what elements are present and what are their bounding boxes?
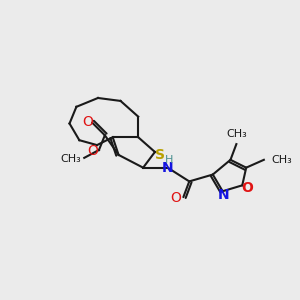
Text: O: O xyxy=(170,191,181,205)
Text: CH₃: CH₃ xyxy=(272,155,292,165)
Text: N: N xyxy=(162,161,173,175)
Text: O: O xyxy=(88,144,98,158)
Text: O: O xyxy=(241,181,253,195)
Text: CH₃: CH₃ xyxy=(226,129,247,139)
Text: N: N xyxy=(218,188,230,202)
Text: S: S xyxy=(155,148,165,162)
Text: O: O xyxy=(83,115,94,128)
Text: CH₃: CH₃ xyxy=(61,154,81,164)
Text: H: H xyxy=(164,155,173,165)
